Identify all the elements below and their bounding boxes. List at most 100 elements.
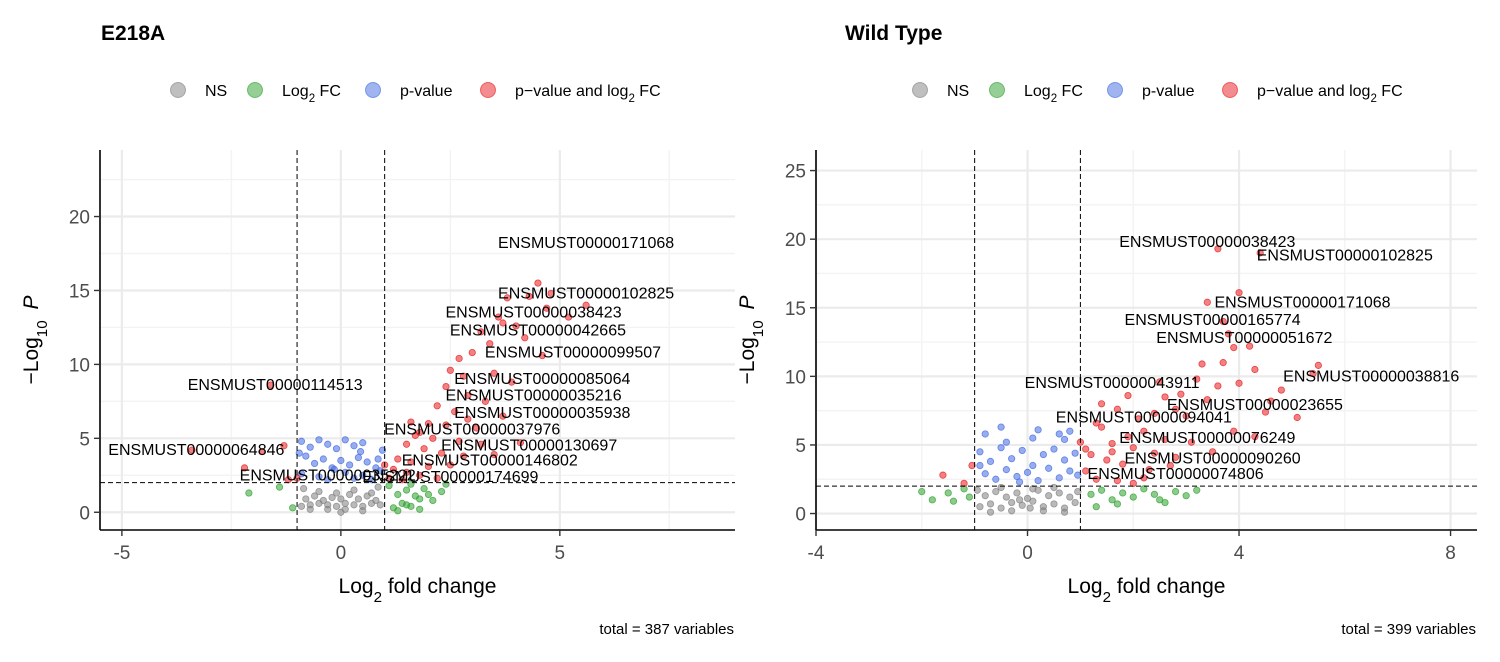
data-point-both [582,301,590,309]
data-point-both [385,474,393,482]
data-point-ns [1045,492,1053,500]
data-point-both [525,292,533,300]
data-point-p [1066,427,1074,435]
data-point-p [297,437,306,445]
data-point-ns [1015,496,1024,504]
data-point-ns [319,496,327,505]
gene-label: ENSMUST00000035222 [240,467,416,484]
y-tick-label: 25 [785,162,806,183]
data-point-p [1074,471,1082,479]
data-point-p [1002,466,1010,474]
text-run: FC [1057,83,1083,100]
legend-label-both: p−value and log2 FC [515,83,661,105]
data-point-both [424,419,433,428]
legend-label-p: p-value [400,83,453,100]
data-point-fc [944,489,952,497]
gene-label: ENSMUST00000171068 [1214,294,1390,311]
data-point-ns [1050,483,1058,492]
data-point-both [1140,474,1148,482]
data-point-both [1171,405,1180,413]
data-point-fc [949,497,958,505]
legend-label-ns: NS [947,83,969,100]
data-point-p [981,430,989,438]
data-point-both [188,446,196,454]
data-point-fc [965,493,973,501]
data-point-both [968,461,976,470]
text-run: Log [282,83,309,100]
data-point-p [1039,450,1047,459]
legend-label-both: p−value and log2 FC [1257,83,1403,105]
data-point-p [997,444,1005,452]
data-point-ns [374,483,382,491]
data-point-ns [1008,498,1016,507]
gene-label: ENSMUST00000038423 [1119,234,1295,251]
data-point-both [402,468,411,476]
chart-title: Wild Type [845,22,942,45]
data-point-ns [350,501,358,509]
data-point-ns [332,502,341,510]
gene-label: ENSMUST00000094041 [1056,410,1232,427]
gene-label: ENSMUST00000174699 [362,469,538,486]
text-run: FC [635,83,661,100]
data-point-both [455,354,463,363]
data-point-both [1224,330,1233,338]
data-point-both [1277,386,1285,394]
data-point-ns [973,486,981,494]
data-point-both [1166,461,1174,470]
data-point-both [1161,393,1169,401]
data-point-fc [416,505,424,513]
y-tick-label: 20 [69,208,90,229]
data-point-p [346,461,354,469]
data-point-both [477,440,485,448]
chart-title: E218A [101,22,165,45]
data-point-p [295,449,303,457]
data-point-both [1230,427,1238,435]
text-run: − [20,372,43,384]
data-point-ns [310,492,319,500]
gene-label: ENSMUST00000064846 [108,442,284,459]
legend-key-both [480,82,496,98]
y-tick-label: 0 [79,503,90,524]
data-point-fc [429,496,437,505]
gene-label: ENSMUST00000146802 [402,453,578,470]
chart-caption: total = 399 variables [1341,621,1476,638]
data-point-both [1108,439,1116,448]
data-point-p [330,465,338,473]
data-point-both [543,304,551,312]
gene-label: ENSMUST00000165774 [1125,312,1301,329]
data-point-p [992,475,1000,483]
data-point-ns [354,495,362,503]
data-point-p [1055,430,1063,438]
data-point-p [359,471,367,479]
data-point-both [1261,408,1270,416]
x-axis-title: Log2 fold change [1068,575,1226,606]
data-point-p [332,445,341,453]
data-point-both [1198,360,1206,368]
text-subscript: 2 [1051,93,1057,105]
data-point-both [1235,379,1243,387]
data-point-both [1097,400,1106,408]
data-point-both [1251,433,1259,441]
data-point-p [341,436,349,444]
data-point-p [319,455,327,463]
x-tick-label: -5 [113,543,130,564]
data-point-both [939,471,947,479]
data-point-ns [1055,489,1063,497]
data-point-fc [918,487,926,496]
data-point-p [378,446,387,454]
data-point-both [516,439,525,447]
data-point-fc [411,492,419,500]
data-point-both [468,348,476,357]
data-point-both [1251,365,1259,374]
data-point-fc [402,501,411,509]
data-point-ns [1050,500,1058,508]
data-point-both [494,313,503,321]
data-point-both [240,464,249,472]
gene-label: ENSMUST00000038816 [1283,368,1459,385]
legend-key-p [365,82,381,98]
data-point-p [376,467,384,475]
data-point-p [374,455,382,463]
data-point-both [1219,317,1227,326]
data-point-p [297,470,306,478]
